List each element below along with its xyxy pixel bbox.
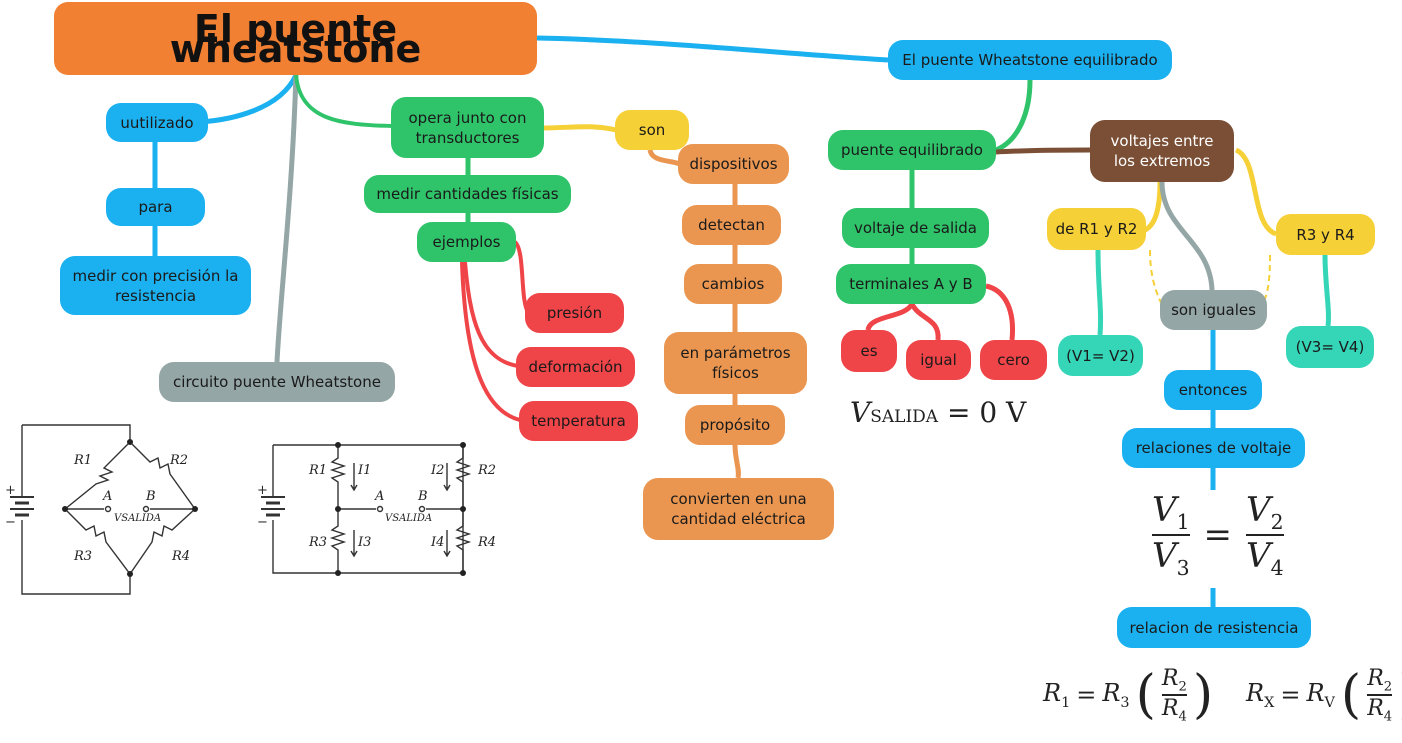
node-deformacion[interactable]: deformación [516,347,635,387]
node-voltaje-salida[interactable]: voltaje de salida [842,208,989,248]
node-para[interactable]: para [106,188,205,226]
c2-i3-label: I3 [357,535,371,550]
node-r3-r4[interactable]: R3 y R4 [1276,214,1375,255]
node-es[interactable]: es [841,330,897,372]
c1-r3-label: R3 [73,549,92,564]
c2-r4-label: R4 [477,535,496,550]
c2-vsalida-label: VSALIDA [385,513,432,524]
node-son-iguales[interactable]: son iguales [1160,290,1267,330]
node-detectan[interactable]: detectan [682,205,781,245]
c1-minus: − [5,515,16,530]
formula-voltage-ratio: V1 V3 = V2 V4 [1152,490,1284,580]
c1-vsalida-label: VSALIDA [114,513,161,524]
node-utilizado[interactable]: uutilizado [106,103,208,142]
root-title[interactable]: El puente wheatstone [54,2,537,75]
c2-plus: + [257,483,268,498]
node-equilibrado-header[interactable]: El puente Wheatstone equilibrado [888,40,1172,80]
node-convierten[interactable]: convierten en una cantidad eléctrica [643,478,834,540]
node-entonces[interactable]: entonces [1164,370,1262,410]
c2-i2-label: I2 [430,463,444,478]
node-presion[interactable]: presión [525,293,624,333]
node-cero[interactable]: cero [980,340,1047,380]
c2-r2-label: R2 [477,463,496,478]
node-relacion-resistencia[interactable]: relacion de resistencia [1117,607,1311,648]
node-medir-cantidades[interactable]: medir cantidades físicas [364,175,571,213]
c1-a-label: A [102,489,112,504]
c2-a-label: A [374,489,384,504]
node-igual[interactable]: igual [906,340,971,380]
c2-minus: − [257,515,268,530]
node-ejemplos[interactable]: ejemplos [417,222,516,262]
node-proposito[interactable]: propósito [685,405,785,445]
node-r1-r2[interactable]: de R1 y R2 [1047,208,1146,250]
wheatstone-diamond-circuit [10,424,196,595]
node-cambios[interactable]: cambios [684,264,782,304]
node-temperatura[interactable]: temperatura [519,401,638,441]
c1-b-label: B [145,489,156,504]
c1-plus: + [5,483,16,498]
node-medir-precision[interactable]: medir con precisión la resistencia [60,256,251,315]
c2-i4-label: I4 [430,535,444,550]
node-circuito-wheatstone[interactable]: circuito puente Wheatstone [159,362,395,402]
node-terminales[interactable]: terminales A y B [836,264,986,304]
node-opera-transductores[interactable]: opera junto con transductores [391,97,544,158]
formula-vsalida: VSALIDA = 0 V [850,396,1027,429]
node-v1-v2[interactable]: (V1= V2) [1058,335,1143,376]
c2-i1-label: I1 [357,463,371,478]
c2-b-label: B [417,489,428,504]
node-dispositivos[interactable]: dispositivos [678,144,789,184]
node-son[interactable]: son [615,110,689,150]
c2-r1-label: R1 [308,463,327,478]
formula-r1: R1 = R3 ( R2 R4 ) [1043,665,1214,726]
node-relaciones-voltaje[interactable]: relaciones de voltaje [1122,428,1305,468]
node-parametros-fisicos[interactable]: en parámetros físicos [664,332,807,394]
c1-r2-label: R2 [169,453,188,468]
c1-r1-label: R1 [73,453,92,468]
node-voltajes-extremos[interactable]: voltajes entre los extremos [1090,120,1234,182]
node-v3-v4[interactable]: (V3= V4) [1286,326,1374,368]
c1-r4-label: R4 [171,549,190,564]
node-puente-equilibrado[interactable]: puente equilibrado [828,130,996,170]
c2-r3-label: R3 [308,535,327,550]
